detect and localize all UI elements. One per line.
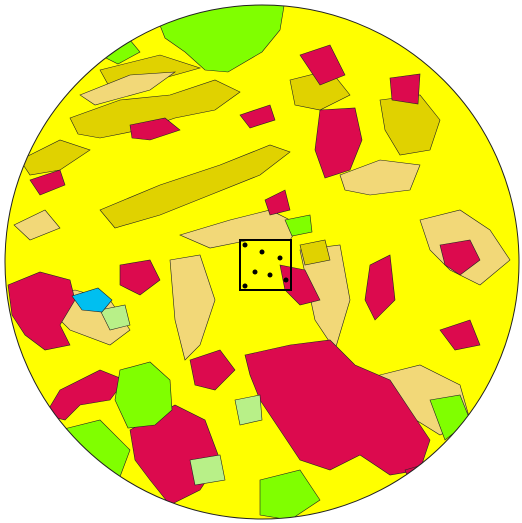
- zone: [189, 454, 226, 486]
- zone: [379, 94, 441, 156]
- zone: [239, 104, 276, 129]
- point: [283, 277, 289, 283]
- zone: [99, 304, 131, 331]
- map-border: [4, 4, 520, 520]
- zone: [129, 117, 181, 141]
- zone: [19, 139, 91, 176]
- zone: [314, 107, 363, 179]
- zone: [29, 169, 66, 196]
- zone: [264, 189, 291, 216]
- zone: [244, 339, 431, 476]
- selection-box: [239, 239, 292, 291]
- point: [252, 269, 258, 275]
- zone: [71, 287, 113, 313]
- zone: [439, 319, 481, 351]
- zone: [114, 361, 173, 429]
- zone: [149, 5, 286, 73]
- zone: [389, 73, 421, 105]
- zone: [461, 419, 479, 441]
- zone: [69, 79, 241, 139]
- zone: [7, 271, 76, 351]
- zone: [13, 209, 61, 241]
- zone: [259, 469, 321, 519]
- zone: [169, 254, 216, 361]
- zone: [189, 349, 236, 391]
- zone: [339, 159, 421, 196]
- zone: [234, 394, 263, 426]
- zone: [299, 244, 351, 351]
- zone: [299, 239, 331, 266]
- zone: [99, 144, 291, 229]
- zone: [299, 44, 346, 86]
- point: [242, 242, 248, 248]
- point: [277, 255, 283, 261]
- point: [267, 272, 273, 278]
- point: [242, 283, 248, 289]
- zone: [119, 259, 161, 296]
- zone: [79, 71, 177, 106]
- zone: [364, 254, 396, 321]
- point: [259, 249, 265, 255]
- zone: [439, 239, 481, 276]
- zone: [284, 214, 313, 237]
- selection-rect: [239, 239, 292, 291]
